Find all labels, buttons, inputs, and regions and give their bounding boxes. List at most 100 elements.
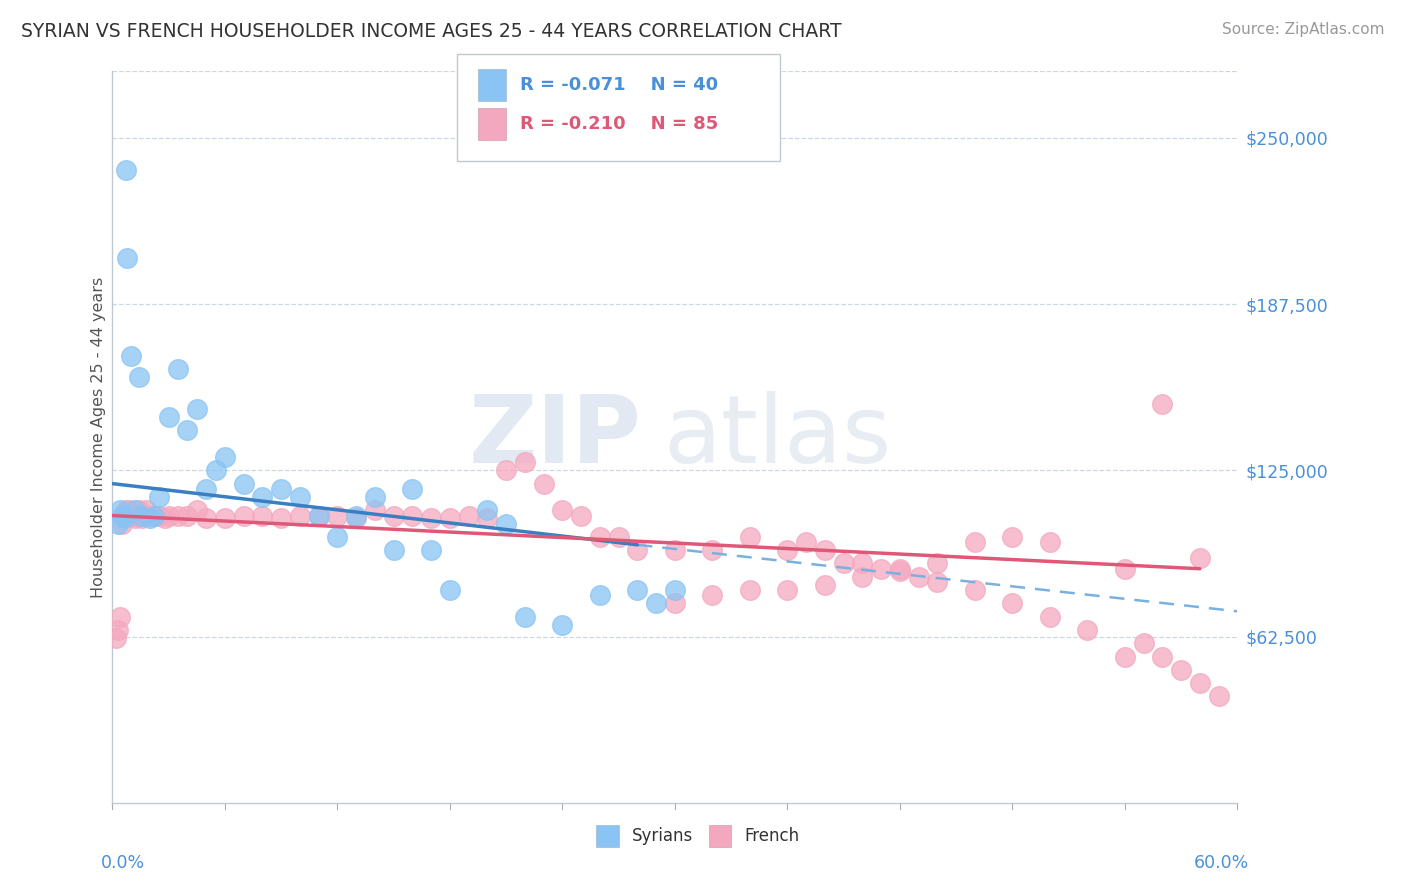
Point (477, 503, 499, 517)
Point (107, 516, 129, 531)
Point (589, 588, 612, 602)
Point (664, 596, 686, 610)
Point (131, 511, 153, 525)
Point (114, 503, 136, 517)
Text: ZIP: ZIP (468, 391, 641, 483)
Point (1039, 535, 1062, 549)
Point (1114, 562, 1136, 576)
Point (125, 508, 148, 523)
Text: 0.0%: 0.0% (101, 854, 145, 872)
Point (776, 582, 799, 597)
Point (477, 511, 499, 525)
Point (326, 508, 349, 523)
Point (794, 535, 817, 549)
Point (252, 490, 274, 504)
Point (569, 508, 592, 523)
Point (142, 508, 165, 523)
Point (148, 508, 170, 523)
Point (401, 482, 423, 496)
Text: Syrians: Syrians (633, 827, 693, 845)
Point (186, 503, 208, 517)
Text: R = -0.210    N = 85: R = -0.210 N = 85 (520, 115, 718, 133)
Y-axis label: Householder Income Ages 25 - 44 years: Householder Income Ages 25 - 44 years (91, 277, 105, 598)
Point (120, 508, 142, 523)
Point (107, 623, 129, 637)
Point (122, 508, 145, 523)
Point (214, 511, 236, 525)
Point (105, 631, 128, 645)
Point (513, 609, 536, 624)
Point (128, 503, 150, 517)
Point (114, 162, 136, 177)
Point (738, 530, 761, 544)
Point (134, 508, 156, 523)
Point (551, 617, 574, 632)
Point (439, 511, 461, 525)
Point (513, 455, 536, 469)
Point (252, 508, 274, 523)
Point (889, 562, 911, 576)
Point (645, 596, 668, 610)
Point (963, 535, 986, 549)
Point (118, 503, 141, 517)
Point (135, 503, 157, 517)
Point (157, 410, 180, 425)
Point (142, 508, 165, 523)
Point (214, 450, 236, 464)
Point (382, 543, 405, 558)
Point (607, 530, 630, 544)
Point (1132, 636, 1154, 650)
Point (533, 476, 555, 491)
Point (139, 508, 162, 523)
Point (148, 490, 170, 504)
Point (232, 476, 254, 491)
Point (112, 511, 135, 525)
Text: French: French (745, 827, 800, 845)
Point (664, 582, 686, 597)
Point (111, 508, 134, 523)
Point (907, 570, 929, 584)
Point (232, 508, 254, 523)
Point (186, 402, 208, 417)
Point (129, 508, 152, 523)
Point (157, 508, 180, 523)
Point (420, 511, 443, 525)
Point (288, 490, 311, 504)
Point (457, 508, 479, 523)
Point (111, 516, 134, 531)
Point (344, 508, 367, 523)
Point (963, 582, 986, 597)
Point (626, 582, 648, 597)
Point (1170, 663, 1192, 677)
Point (851, 570, 873, 584)
Point (814, 577, 837, 591)
Point (326, 530, 349, 544)
Point (364, 490, 387, 504)
Point (626, 543, 648, 558)
Text: 60.0%: 60.0% (1194, 854, 1249, 872)
Point (288, 508, 311, 523)
Text: atlas: atlas (664, 391, 891, 483)
Point (551, 503, 574, 517)
Point (124, 503, 146, 517)
Point (308, 508, 330, 523)
Point (176, 508, 198, 523)
Point (270, 482, 292, 496)
Point (167, 508, 190, 523)
Point (589, 530, 612, 544)
Point (495, 516, 517, 531)
Point (1114, 649, 1136, 664)
Text: Source: ZipAtlas.com: Source: ZipAtlas.com (1222, 22, 1385, 37)
Point (814, 543, 837, 558)
Point (128, 370, 150, 384)
Point (108, 609, 131, 624)
Point (870, 562, 893, 576)
Point (927, 575, 949, 590)
Point (1076, 623, 1098, 637)
Point (153, 511, 176, 525)
Point (401, 508, 423, 523)
Point (204, 463, 226, 477)
Point (1001, 596, 1024, 610)
Point (1152, 397, 1174, 411)
Point (129, 508, 152, 523)
